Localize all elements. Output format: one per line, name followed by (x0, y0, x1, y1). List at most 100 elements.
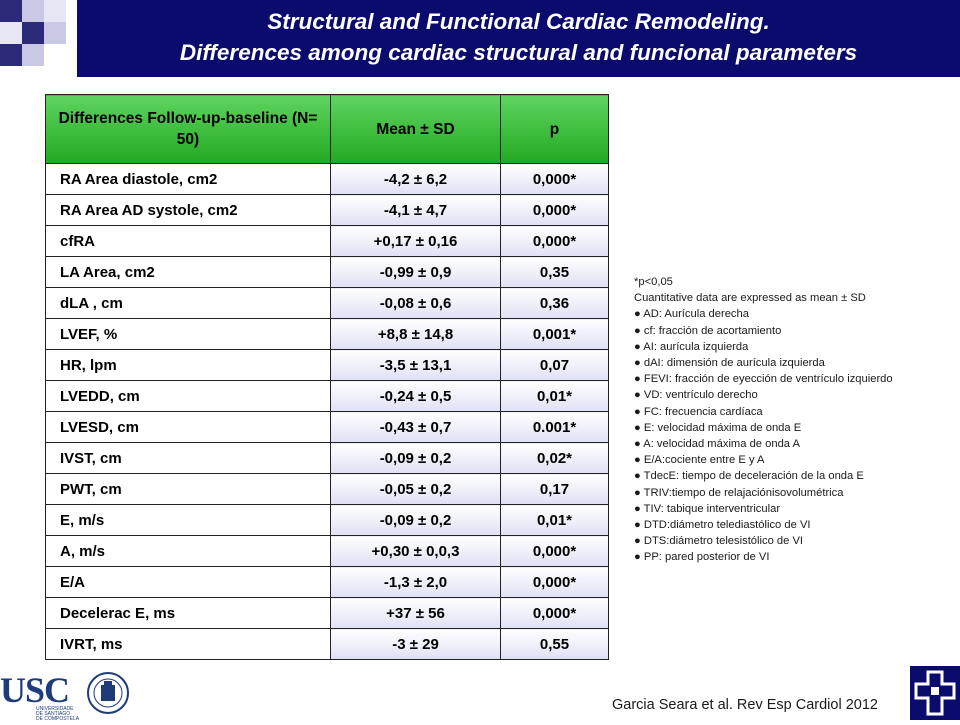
row-p: 0,000* (500, 194, 609, 226)
table-row: RA Area diastole, cm2 -4,2 ± 6,2 0,000* (45, 163, 609, 195)
row-mean-sd: -0,05 ± 0,2 (330, 473, 501, 505)
row-label: IVST, cm (45, 442, 331, 474)
decor-square (0, 0, 22, 22)
usc-logo: USC UNIVERSIDADE DE SANTIAGO DE COMPOSTELA (0, 665, 156, 722)
cross-logo (910, 666, 960, 720)
row-mean-sd: -3 ± 29 (330, 628, 501, 660)
note-line: ● dAI: dimensión de aurícula izquierda (634, 357, 825, 370)
row-mean-sd: -1,3 ± 2,0 (330, 566, 501, 598)
row-label: cfRA (45, 225, 331, 257)
row-p: 0,000* (500, 597, 609, 629)
row-mean-sd: +0,17 ± 0,16 (330, 225, 501, 257)
table-row: PWT, cm -0,05 ± 0,2 0,17 (45, 473, 609, 505)
table-header-row: Differences Follow-up-baseline (N= 50) M… (45, 94, 609, 164)
row-label: LA Area, cm2 (45, 256, 331, 288)
table-row: Decelerac E, ms +37 ± 56 0,000* (45, 597, 609, 629)
row-mean-sd: +0,30 ± 0,0,3 (330, 535, 501, 567)
note-line: ● TdecE: tiempo de deceleración de la on… (634, 470, 864, 483)
note-line: ● A: velocidad máxima de onda A (634, 438, 800, 451)
row-mean-sd: -0,09 ± 0,2 (330, 442, 501, 474)
table-row: RA Area AD systole, cm2 -4,1 ± 4,7 0,000* (45, 194, 609, 226)
row-p: 0,01* (500, 380, 609, 412)
header-p: p (500, 94, 609, 164)
row-mean-sd: -3,5 ± 13,1 (330, 349, 501, 381)
table-row: A, m/s +0,30 ± 0,0,3 0,000* (45, 535, 609, 567)
row-label: A, m/s (45, 535, 331, 567)
row-mean-sd: -4,2 ± 6,2 (330, 163, 501, 195)
decor-square (44, 0, 66, 22)
row-p: 0,55 (500, 628, 609, 660)
row-label: RA Area diastole, cm2 (45, 163, 331, 195)
usc-logo-text: USC (0, 670, 70, 710)
note-line: ● DTD:diámetro telediastólico de VI (634, 519, 811, 532)
row-mean-sd: -0,99 ± 0,9 (330, 256, 501, 288)
note-line: ● E: velocidad máxima de onda E (634, 421, 802, 434)
row-mean-sd: -0,08 ± 0,6 (330, 287, 501, 319)
row-mean-sd: -4,1 ± 4,7 (330, 194, 501, 226)
table-row: LVESD, cm -0,43 ± 0,7 0.001* (45, 411, 609, 443)
decor-square (0, 44, 22, 66)
row-p: 0,17 (500, 473, 609, 505)
row-p: 0.001* (500, 411, 609, 443)
row-label: IVRT, ms (45, 628, 331, 660)
row-label: LVESD, cm (45, 411, 331, 443)
header-parameter: Differences Follow-up-baseline (N= 50) (45, 94, 331, 164)
table-row: cfRA +0,17 ± 0,16 0,000* (45, 225, 609, 257)
row-label: LVEF, % (45, 318, 331, 350)
row-p: 0,000* (500, 535, 609, 567)
row-label: RA Area AD systole, cm2 (45, 194, 331, 226)
note-line: ● AI: aurícula izquierda (634, 340, 749, 353)
note-line: ● E/A:cociente entre E y A (634, 454, 765, 467)
row-mean-sd: +37 ± 56 (330, 597, 501, 629)
table-row: E/A -1,3 ± 2,0 0,000* (45, 566, 609, 598)
row-mean-sd: -0,43 ± 0,7 (330, 411, 501, 443)
row-mean-sd: -0,09 ± 0,2 (330, 504, 501, 536)
abbreviation-notes: *p<0,05 Cuantitative data are expressed … (634, 274, 954, 566)
row-p: 0,36 (500, 287, 609, 319)
row-label: dLA , cm (45, 287, 331, 319)
note-line: *p<0,05 (634, 276, 673, 288)
row-p: 0,01* (500, 504, 609, 536)
row-p: 0,35 (500, 256, 609, 288)
table-row: E, m/s -0,09 ± 0,2 0,01* (45, 504, 609, 536)
note-line: ● TIV: tabique interventricular (634, 502, 781, 515)
table-row: LA Area, cm2 -0,99 ± 0,9 0,35 (45, 256, 609, 288)
table-row: HR, lpm -3,5 ± 13,1 0,07 (45, 349, 609, 381)
row-label: PWT, cm (45, 473, 331, 505)
note-line: ● DTS:diámetro telesistólico de VI (634, 535, 804, 548)
note-line: ● cf: fracción de acortamiento (634, 324, 782, 337)
note-line: ● PP: pared posterior de VI (634, 551, 770, 564)
row-p: 0,001* (500, 318, 609, 350)
usc-logo-subtext: UNIVERSIDADE DE SANTIAGO DE COMPOSTELA (36, 706, 80, 722)
decor-square (22, 22, 44, 44)
table-row: LVEDD, cm -0,24 ± 0,5 0,01* (45, 380, 609, 412)
note-line: ● FEVI: fracción de eyección de ventrícu… (634, 373, 893, 386)
note-line: ● FC: frecuencia cardíaca (634, 405, 763, 418)
cross-emblem-icon (914, 670, 956, 716)
row-p: 0,000* (500, 566, 609, 598)
table-row: IVRT, ms -3 ± 29 0,55 (45, 628, 609, 660)
table-row: dLA , cm -0,08 ± 0,6 0,36 (45, 287, 609, 319)
decor-square (0, 22, 22, 44)
table-row: LVEF, % +8,8 ± 14,8 0,001* (45, 318, 609, 350)
header-mean-sd: Mean ± SD (330, 94, 501, 164)
note-line: ● VD: ventrículo derecho (634, 389, 758, 402)
decor-square (44, 22, 66, 44)
note-line: Cuantitative data are expressed as mean … (634, 292, 866, 305)
row-label: LVEDD, cm (45, 380, 331, 412)
row-label: HR, lpm (45, 349, 331, 381)
citation: Garcia Seara et al. Rev Esp Cardiol 2012 (612, 697, 878, 713)
slide-title: Structural and Functional Cardiac Remode… (77, 0, 960, 77)
row-mean-sd: -0,24 ± 0,5 (330, 380, 501, 412)
row-p: 0,000* (500, 225, 609, 257)
row-p: 0,02* (500, 442, 609, 474)
university-seal-icon (87, 672, 129, 714)
row-mean-sd: +8,8 ± 14,8 (330, 318, 501, 350)
row-label: E/A (45, 566, 331, 598)
decor-square (22, 44, 44, 66)
row-label: E, m/s (45, 504, 331, 536)
title-line-2: Differences among cardiac structural and… (179, 40, 858, 65)
note-line: ● TRIV:tiempo de relajaciónisovolumétric… (634, 486, 844, 499)
row-p: 0,000* (500, 163, 609, 195)
differences-table: Differences Follow-up-baseline (N= 50) M… (45, 94, 609, 660)
